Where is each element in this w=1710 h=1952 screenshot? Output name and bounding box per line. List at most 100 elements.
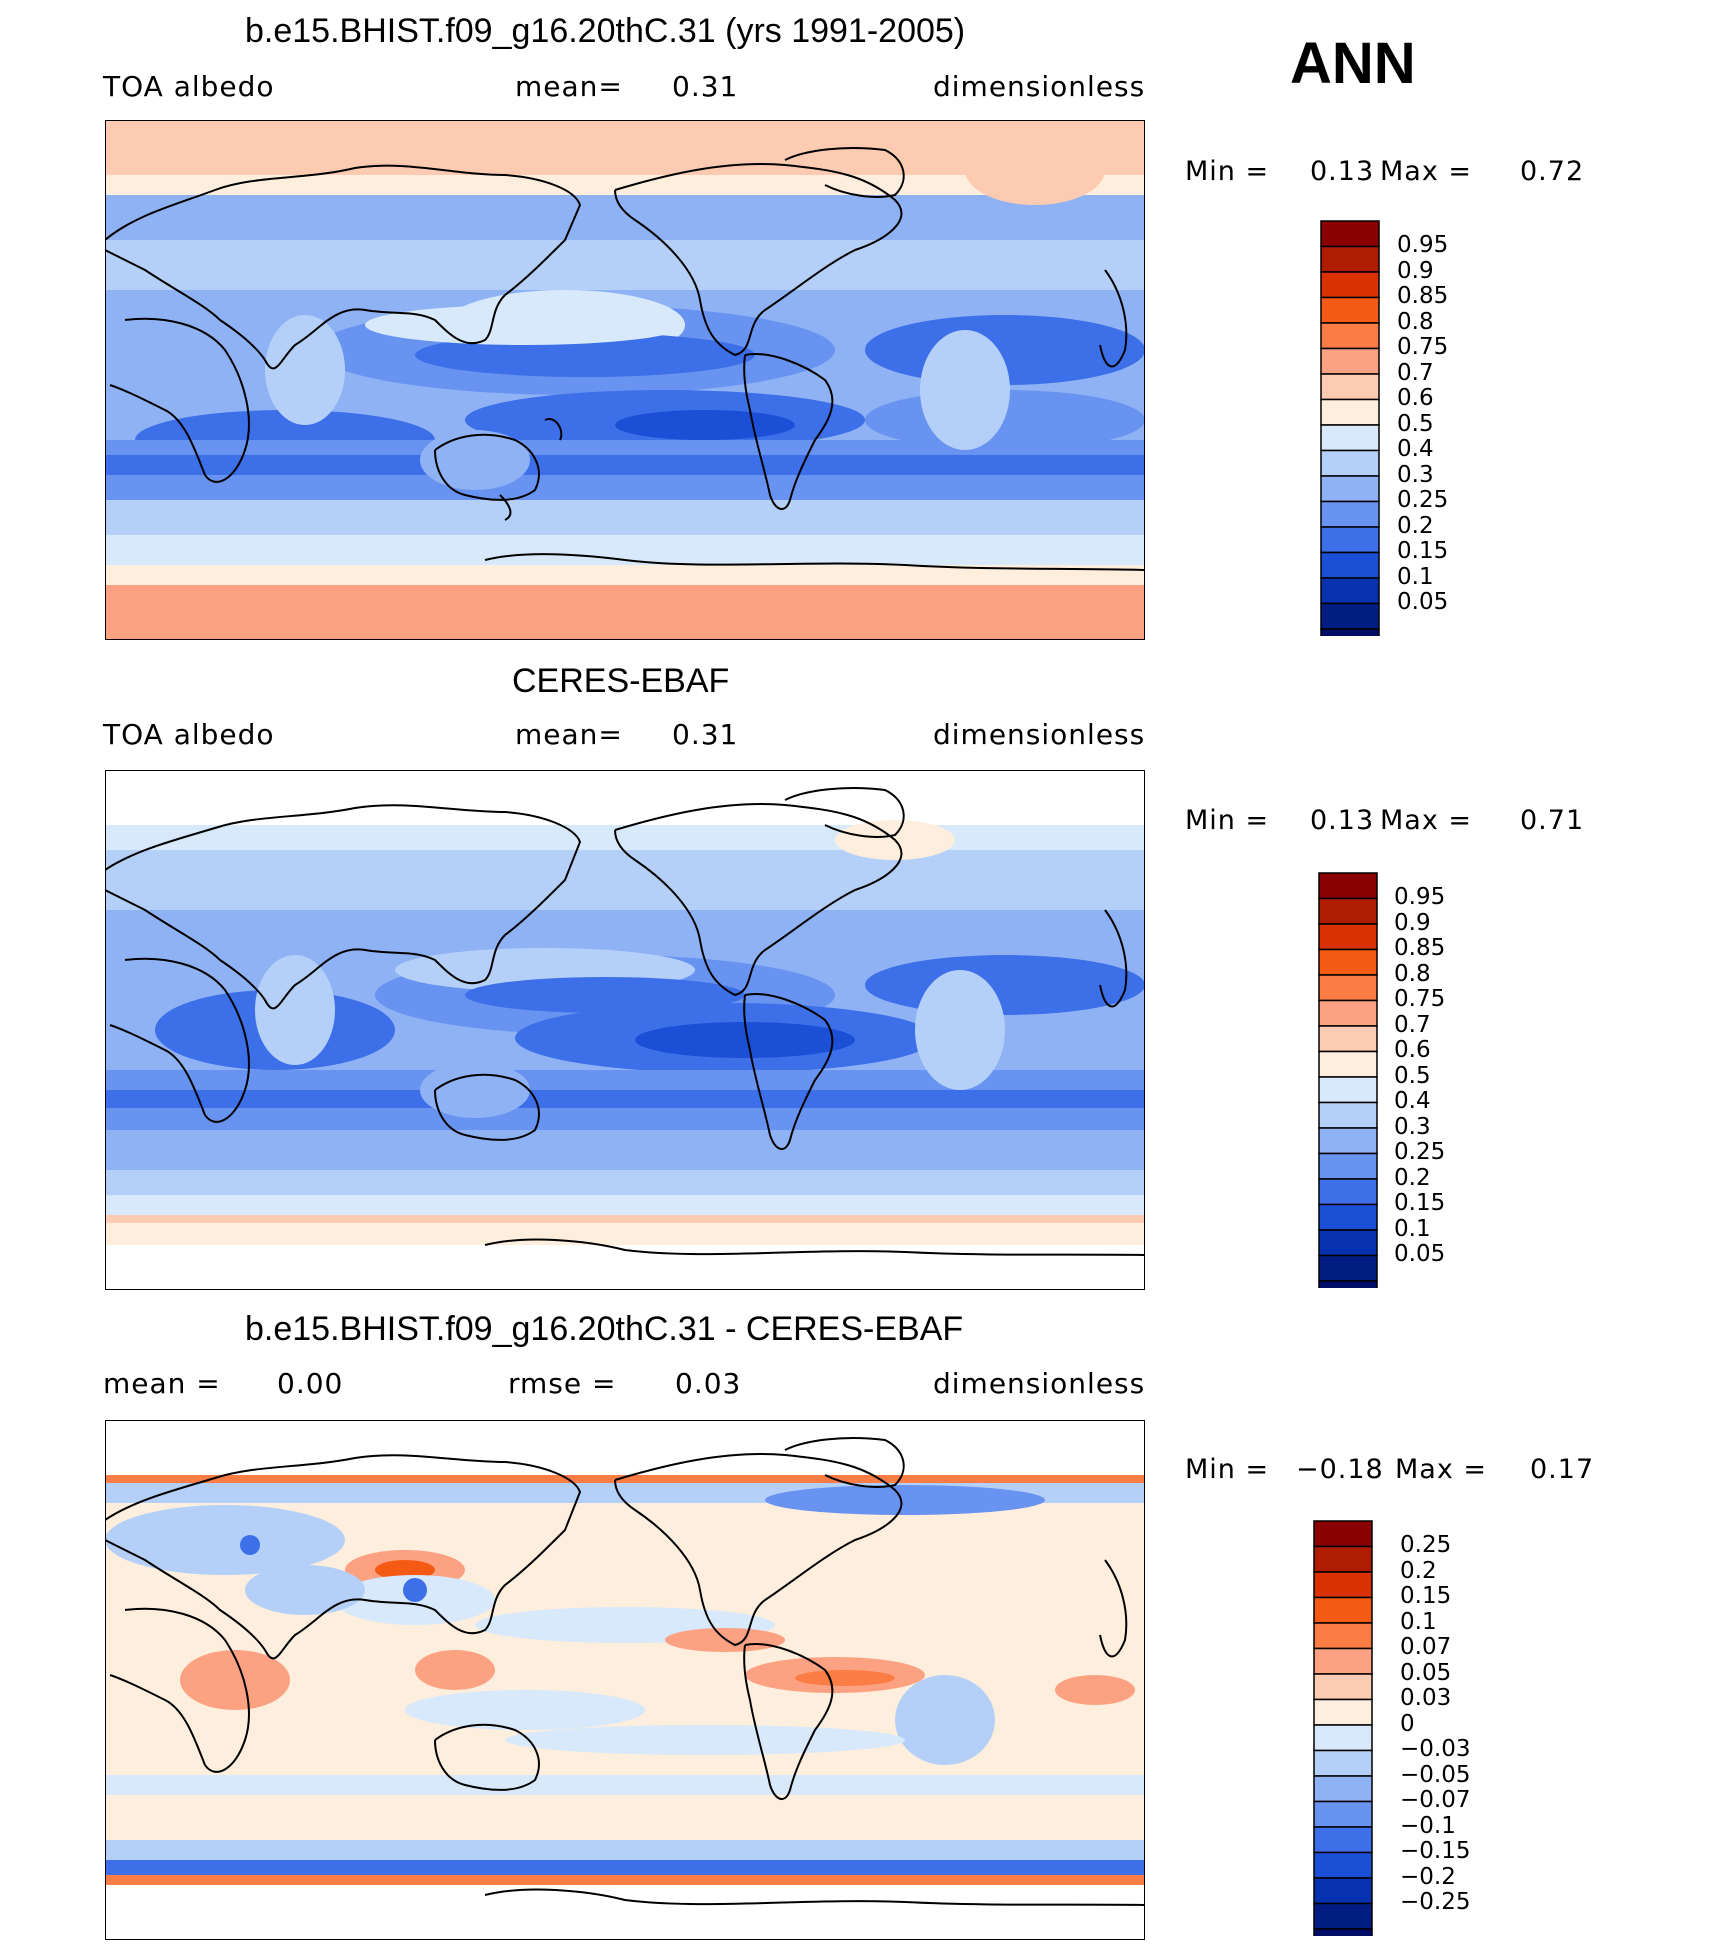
panel1-colorbar-swatch [1320, 449, 1380, 477]
panel3-colorbar-tick-label: 0.03 [1400, 1685, 1452, 1711]
panel1-colorbar-swatch [1320, 245, 1380, 273]
panel2-colorbar-swatch [1318, 1127, 1378, 1155]
panel2-min-value: 0.13 [1310, 805, 1375, 836]
panel2-colorbar-swatch [1318, 1203, 1378, 1231]
panel3-colorbar-swatch [1313, 1622, 1373, 1650]
panel2-colorbar-swatch [1318, 1076, 1378, 1104]
panel2-map [105, 770, 1145, 1290]
panel1-colorbar-tick-label: 0.2 [1397, 512, 1434, 539]
panel3-colorbar-tick-label: −0.07 [1400, 1787, 1471, 1813]
panel3-colorbar-swatch [1313, 1596, 1373, 1624]
panel3-colorbar-tick-label: 0.2 [1400, 1557, 1437, 1584]
panel2-colorbar-tick-label: 0.25 [1394, 1139, 1446, 1165]
panel1-colorbar-swatch [1320, 347, 1380, 375]
panel2-colorbar-tick-label: 0.15 [1394, 1190, 1446, 1216]
panel1-max-value: 0.72 [1520, 156, 1585, 187]
panel2-colorbar-swatch [1318, 1152, 1378, 1180]
panel2-colorbar-tick-label: 0.85 [1394, 935, 1446, 961]
panel3-colorbar-swatch [1313, 1902, 1373, 1930]
panel3-mean-label: mean = [103, 1367, 221, 1400]
panel1-colorbar-tick-label: 0.15 [1397, 538, 1449, 564]
panel2-coastlines [105, 787, 1145, 1256]
panel1-colorbar-tick-label: 0.75 [1397, 334, 1449, 360]
panel2-variable-label: TOA albedo [103, 718, 275, 751]
panel2-colorbar-tick-label: 0.7 [1394, 1011, 1431, 1038]
panel2-colorbar-tick-label: 0.5 [1394, 1062, 1431, 1089]
panel3-colorbar-swatch [1313, 1928, 1373, 1936]
panel3-colorbar-tick-label: −0.2 [1400, 1863, 1456, 1890]
panel3-colorbar-swatch [1313, 1851, 1373, 1879]
panel3-mean-value: 0.00 [277, 1367, 344, 1400]
panel3-coastlines [105, 1437, 1145, 1906]
panel1-mean-label: mean= [515, 70, 623, 103]
panel3-colorbar-tick-label: 0.1 [1400, 1608, 1437, 1635]
panel1-field [105, 120, 1145, 640]
panel1-min-value: 0.13 [1310, 156, 1375, 187]
panel2-colorbar-tick-label: 0.1 [1394, 1215, 1431, 1242]
panel2-colorbar-swatch [1318, 923, 1378, 951]
panel2-colorbar-tick-label: 0.9 [1394, 909, 1431, 936]
panel2-colorbar-tick-label: 0.2 [1394, 1164, 1431, 1191]
panel3-colorbar-swatch [1313, 1749, 1373, 1777]
panel2-colorbar-tick-label: 0.6 [1394, 1037, 1431, 1063]
panel1-colorbar-swatch [1320, 602, 1380, 630]
panel1-colorbar-tick-label: 0.9 [1397, 257, 1434, 284]
panel1-colorbar-tick-label: 0.5 [1397, 410, 1434, 437]
panel3-rmse-value: 0.03 [675, 1367, 742, 1400]
panel1-colorbar-tick-label: 0.3 [1397, 461, 1434, 488]
panel1-colorbar-tick-label: 0.1 [1397, 563, 1434, 590]
panel3-max-label: Max = [1395, 1454, 1488, 1485]
panel3-colorbar-tick-label: 0 [1400, 1710, 1415, 1737]
panel2-colorbar-tick-label: 0.3 [1394, 1113, 1431, 1140]
panel3-colorbar-labels: 0.25 0.2 0.15 0.1 0.07 0.05 0.03 0 −0.03 −0.05 −0.… [1400, 1532, 1471, 1916]
panel1-map [105, 120, 1145, 640]
panel1-colorbar-labels: 0.95 0.9 0.85 0.8 0.75 0.7 0.6 0.5 0.4 0.3 0.25 0.2… [1397, 232, 1449, 616]
panel1-colorbar [1320, 220, 1380, 636]
panel3-colorbar-tick-label: −0.1 [1400, 1812, 1456, 1839]
panel3-units: dimensionless [933, 1367, 1146, 1400]
panel3-colorbar-tick-label: −0.03 [1400, 1736, 1471, 1762]
panel2-colorbar-swatch [1318, 1280, 1378, 1288]
panel2-colorbar-tick-label: 0.05 [1394, 1241, 1446, 1267]
panel3-colorbar [1313, 1520, 1373, 1936]
panel1-colorbar-swatch [1320, 398, 1380, 426]
panel3-colorbar-tick-label: −0.25 [1400, 1889, 1471, 1915]
panel1-colorbar-swatch [1320, 526, 1380, 554]
panel1-colorbar-swatch [1320, 271, 1380, 299]
panel1-colorbar-swatch [1320, 373, 1380, 401]
panel3-max-value: 0.17 [1530, 1454, 1595, 1485]
panel2-title: CERES-EBAF [512, 662, 730, 700]
panel1-colorbar-tick-label: 0.25 [1397, 487, 1449, 513]
panel3-colorbar-tick-label: 0.25 [1400, 1532, 1452, 1558]
panel1-colorbar-tick-label: 0.05 [1397, 589, 1449, 615]
panel1-min-label: Min = [1185, 156, 1270, 187]
panel2-colorbar-tick-label: 0.8 [1394, 960, 1431, 987]
panel2-max-value: 0.71 [1520, 805, 1585, 836]
panel3-colorbar-tick-label: −0.05 [1400, 1761, 1471, 1788]
panel3-colorbar-swatch [1313, 1724, 1373, 1752]
panel2-colorbar-tick-label: 0.95 [1394, 884, 1446, 910]
panel3-colorbar-tick-label: 0.15 [1400, 1583, 1452, 1609]
panel3-colorbar-swatch [1313, 1775, 1373, 1803]
panel3-min-value: −0.18 [1296, 1454, 1384, 1485]
panel1-colorbar-swatch [1320, 475, 1380, 503]
panel2-colorbar-swatch [1318, 1025, 1378, 1053]
panel2-colorbar-swatch [1318, 872, 1378, 900]
panel1-colorbar-swatch [1320, 500, 1380, 528]
panel1-colorbar-swatch [1320, 628, 1380, 636]
panel1-colorbar-tick-label: 0.85 [1397, 283, 1449, 309]
panel2-colorbar-swatch [1318, 999, 1378, 1027]
panel2-units: dimensionless [933, 718, 1146, 751]
panel2-colorbar-swatch [1318, 948, 1378, 976]
panel2-colorbar-tick-label: 0.75 [1394, 986, 1446, 1012]
panel2-colorbar-swatch [1318, 1254, 1378, 1282]
panel3-rmse-label: rmse = [508, 1367, 617, 1400]
panel3-colorbar-swatch [1313, 1800, 1373, 1828]
panel1-colorbar-swatch [1320, 424, 1380, 452]
panel1-variable-label: TOA albedo [103, 70, 275, 103]
panel3-colorbar-swatch [1313, 1877, 1373, 1905]
panel2-min-label: Min = [1185, 805, 1270, 836]
panel1-colorbar-swatch [1320, 296, 1380, 324]
panel1-colorbar-swatch [1320, 322, 1380, 350]
panel1-colorbar-swatch [1320, 551, 1380, 579]
